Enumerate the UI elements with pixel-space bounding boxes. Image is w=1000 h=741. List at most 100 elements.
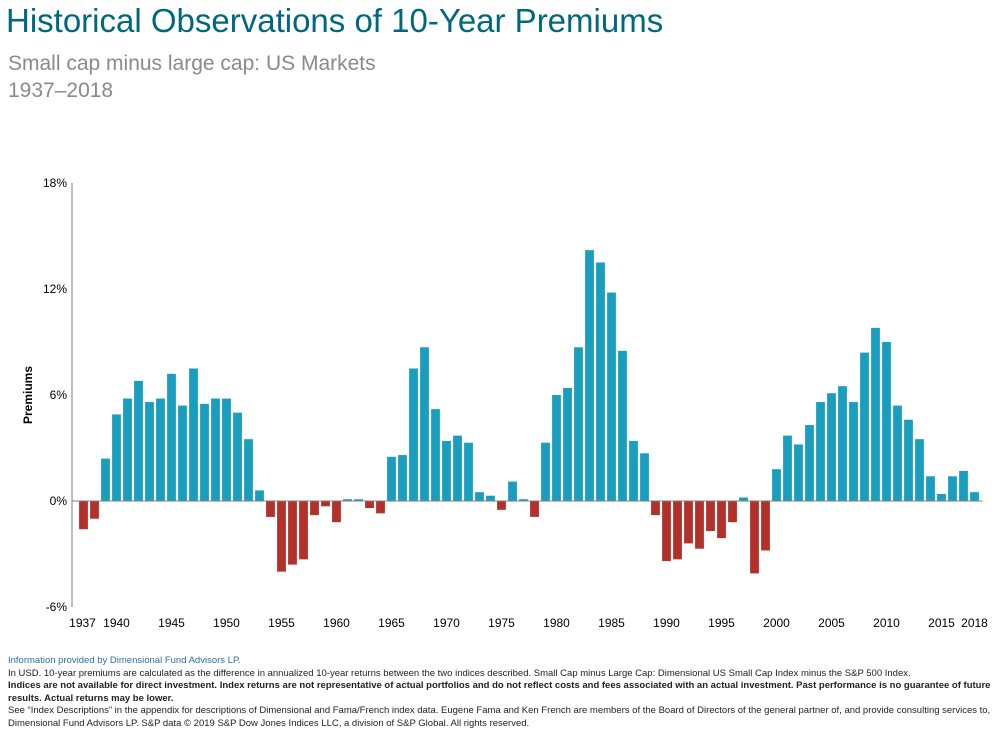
bar-2006 (838, 386, 847, 501)
bar-1950 (222, 398, 231, 501)
x-tick-label: 1985 (598, 616, 625, 630)
bar-1991 (673, 501, 682, 560)
bar-2009 (871, 327, 880, 501)
bar-2005 (827, 393, 836, 501)
x-tick-label: 2000 (763, 616, 790, 630)
x-axis-ticks: 1937 1940 1945 1950 1955 1960 1965 1970 1975 1980… (69, 616, 988, 630)
bar-1984 (596, 262, 605, 501)
bar-1990 (662, 501, 671, 562)
bar-1944 (156, 398, 165, 501)
subtitle: Small cap minus large cap: US Markets 19… (8, 50, 376, 104)
bar-1953 (255, 490, 264, 501)
bar-1951 (233, 412, 242, 501)
x-tick-label: 2005 (818, 616, 845, 630)
x-tick-label: 1975 (488, 616, 515, 630)
bars-group (79, 250, 979, 574)
bar-1937 (79, 501, 88, 530)
y-axis-label: Premiums (21, 366, 35, 424)
bar-1979 (541, 442, 550, 501)
bar-1970 (442, 440, 451, 501)
x-tick-label: 1945 (158, 616, 185, 630)
bar-1985 (607, 292, 616, 501)
bar-1996 (728, 501, 737, 523)
footer-notes: Information provided by Dimensional Fund… (8, 655, 993, 731)
bar-1973 (475, 492, 484, 501)
bar-1938 (90, 501, 99, 519)
bar-1965 (387, 456, 396, 501)
y-axis-ticks: -6% 0% 6% 12% 18% (43, 176, 67, 614)
bar-2013 (915, 439, 924, 501)
x-tick-label: 1937 (69, 616, 96, 630)
bar-2000 (772, 469, 781, 501)
bar-1978 (530, 501, 539, 517)
x-tick-label: 1940 (103, 616, 130, 630)
bar-1959 (321, 501, 330, 507)
y-tick-label: 18% (43, 176, 67, 190)
bar-1997 (739, 497, 748, 501)
bar-1981 (563, 387, 572, 501)
bar-2010 (882, 342, 891, 501)
bar-2008 (860, 352, 869, 501)
premiums-bar-chart: -6%0%6%12%18% 1937 1940 1945 1950 1955 1960 19… (21, 176, 988, 630)
bar-1954 (266, 501, 275, 517)
bar-1960 (332, 501, 341, 523)
bar-2012 (904, 419, 913, 501)
bar-1962 (354, 499, 363, 501)
bar-1942 (134, 380, 143, 501)
bar-1977 (519, 499, 528, 501)
x-tick-label: 2018 (961, 616, 988, 630)
bar-1966 (398, 455, 407, 501)
bar-1983 (585, 250, 594, 501)
bar-1975 (497, 501, 506, 510)
y-tick-label: 0% (50, 494, 68, 508)
bar-2011 (893, 405, 902, 501)
bar-1976 (508, 481, 517, 501)
bar-1971 (453, 435, 462, 501)
y-tick-label: 6% (50, 388, 68, 402)
bar-1943 (145, 402, 154, 501)
bar-1949 (211, 398, 220, 501)
source-note: Information provided by Dimensional Fund… (8, 655, 241, 666)
bar-2015 (937, 493, 946, 501)
bar-1986 (618, 350, 627, 501)
bar-1974 (486, 495, 495, 501)
bar-2017 (959, 470, 968, 501)
bar-1967 (409, 368, 418, 501)
x-tick-label: 1980 (543, 616, 570, 630)
bar-1941 (123, 398, 132, 501)
bar-1940 (112, 414, 121, 501)
x-tick-label: 2010 (873, 616, 900, 630)
bar-1948 (200, 403, 209, 501)
bar-2016 (948, 476, 957, 501)
bar-1947 (189, 368, 198, 501)
bar-2007 (849, 402, 858, 501)
bar-2001 (783, 435, 792, 501)
bar-1952 (244, 439, 253, 501)
bar-1980 (552, 395, 561, 501)
bar-1992 (684, 501, 693, 544)
index-descriptions-note: See “Index Descriptions” in the appendix… (8, 705, 991, 729)
y-tick-label: -6% (46, 600, 68, 614)
bar-1956 (288, 501, 297, 565)
x-tick-label: 1960 (323, 616, 350, 630)
bar-1968 (420, 347, 429, 501)
bar-1988 (640, 453, 649, 501)
bar-1939 (101, 458, 110, 501)
subtitle-description: Small cap minus large cap: US Markets (8, 52, 376, 75)
bar-1995 (717, 501, 726, 539)
bar-1963 (365, 501, 374, 509)
x-tick-label: 1995 (708, 616, 735, 630)
bar-2004 (816, 402, 825, 501)
disclaimer-note: Indices are not available for direct inv… (8, 680, 991, 704)
bar-1945 (167, 373, 176, 501)
bar-1998 (750, 501, 759, 574)
bar-1972 (464, 442, 473, 501)
x-tick-label: 1990 (653, 616, 680, 630)
x-tick-label: 1950 (213, 616, 240, 630)
bar-2018 (970, 492, 979, 501)
bar-2003 (805, 425, 814, 501)
bar-1946 (178, 405, 187, 501)
bar-1961 (343, 499, 352, 501)
bar-1994 (706, 501, 715, 532)
bar-1999 (761, 501, 770, 551)
